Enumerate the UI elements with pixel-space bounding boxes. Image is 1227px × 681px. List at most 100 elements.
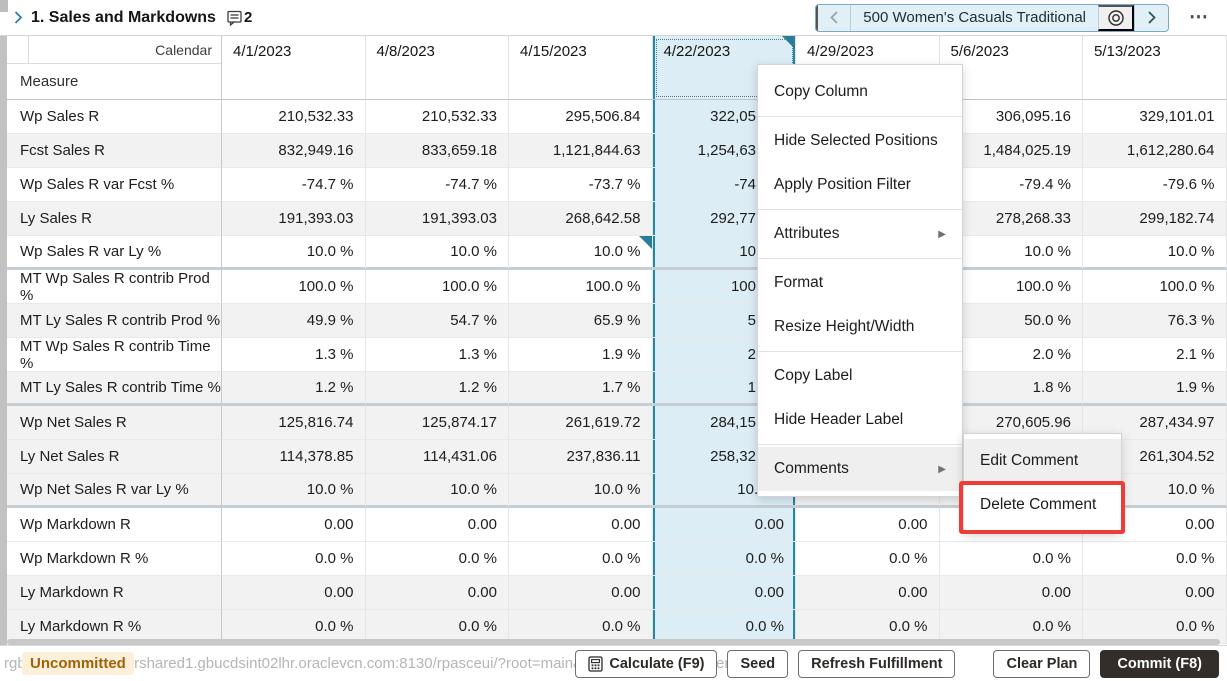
cell[interactable]: 0.00 (222, 576, 366, 610)
cell[interactable]: 65.9 % (509, 304, 653, 338)
cell[interactable]: 0.0 % (365, 542, 509, 576)
cell[interactable]: 114,431.06 (365, 440, 509, 474)
cell[interactable]: 0.00 (365, 508, 509, 542)
cell[interactable]: 306,095.16 (939, 100, 1083, 134)
cell[interactable]: 1.8 % (939, 372, 1083, 406)
cell[interactable]: 1.2 % (222, 372, 366, 406)
menu-item-copy-label[interactable]: Copy Label (758, 354, 962, 398)
row-header-mt-wp-sales-r-contrib-prod[interactable]: MT Wp Sales R contrib Prod % (7, 270, 222, 304)
menu-item-resize-height-width[interactable]: Resize Height/Width (758, 305, 962, 349)
button-clear-plan[interactable]: Clear Plan (993, 650, 1091, 678)
column-header-4-1-2023[interactable]: 4/1/2023 (222, 36, 366, 100)
menu-item-attributes[interactable]: Attributes ▶ (758, 212, 962, 256)
button-refresh-fulfillment[interactable]: Refresh Fulfillment (798, 650, 956, 678)
row-header-mt-wp-sales-r-contrib-time[interactable]: MT Wp Sales R contrib Time % (7, 338, 222, 372)
cell[interactable]: -73.7 % (509, 168, 653, 202)
cell[interactable]: 0.00 (796, 508, 940, 542)
cell[interactable]: -74.7 % (222, 168, 366, 202)
row-header-ly-sales-r[interactable]: Ly Sales R (7, 202, 222, 236)
cell[interactable]: 2.0 % (939, 338, 1083, 372)
cell[interactable]: 0.0 % (796, 542, 940, 576)
menu-item-apply-position-filter[interactable]: Apply Position Filter (758, 163, 962, 207)
submenu-item-delete-comment[interactable]: Delete Comment (980, 496, 1097, 513)
cell[interactable]: 54.7 % (365, 304, 509, 338)
cell[interactable]: 0.00 (1083, 576, 1227, 610)
cell[interactable]: 10.0 % (1083, 236, 1227, 270)
cell[interactable]: 0.0 % (652, 542, 796, 576)
cell[interactable]: 1.9 % (509, 338, 653, 372)
cell[interactable]: 125,874.17 (365, 406, 509, 440)
column-header-4-15-2023[interactable]: 4/15/2023 (509, 36, 653, 100)
cell[interactable]: 0.0 % (222, 542, 366, 576)
cell[interactable]: 100.0 % (939, 270, 1083, 304)
target-bullseye-icon[interactable] (1098, 4, 1134, 31)
cell[interactable]: 0.0 % (939, 542, 1083, 576)
cell[interactable]: 10.0 % (222, 236, 366, 270)
button-seed[interactable]: Seed (727, 650, 789, 678)
cell[interactable]: 0.0 % (509, 610, 653, 644)
next-position-button[interactable] (1134, 4, 1168, 31)
button-calculate-f9[interactable]: Calculate (F9) (575, 650, 718, 678)
horizontal-scrollbar[interactable] (7, 639, 1220, 645)
cell[interactable]: 100.0 % (365, 270, 509, 304)
menu-item-comments[interactable]: Comments ▶ (758, 447, 962, 491)
more-actions-icon[interactable]: ⋯ (1189, 7, 1209, 28)
cell[interactable]: 0.00 (796, 576, 940, 610)
row-header-mt-ly-sales-r-contrib-time[interactable]: MT Ly Sales R contrib Time % (7, 372, 222, 406)
cell[interactable]: 10.0 % (509, 236, 653, 270)
menu-item-format[interactable]: Format (758, 261, 962, 305)
cell[interactable]: 49.9 % (222, 304, 366, 338)
cell[interactable]: 125,816.74 (222, 406, 366, 440)
cell[interactable]: 1.2 % (365, 372, 509, 406)
cell[interactable]: 832,949.16 (222, 134, 366, 168)
cell[interactable]: 1.9 % (1083, 372, 1227, 406)
cell[interactable]: -74.7 % (365, 168, 509, 202)
cell[interactable]: 0.00 (222, 508, 366, 542)
cell[interactable]: 0.0 % (509, 542, 653, 576)
menu-item-hide-selected-positions[interactable]: Hide Selected Positions (758, 119, 962, 163)
cell[interactable]: 210,532.33 (365, 100, 509, 134)
cell[interactable]: 10.0 % (365, 474, 509, 508)
cell[interactable]: 261,619.72 (509, 406, 653, 440)
row-header-ly-markdown-r[interactable]: Ly Markdown R (7, 576, 222, 610)
cell[interactable]: 0.0 % (365, 610, 509, 644)
row-header-wp-markdown-r[interactable]: Wp Markdown R % (7, 542, 222, 576)
row-header-fcst-sales-r[interactable]: Fcst Sales R (7, 134, 222, 168)
cell[interactable]: 100.0 % (509, 270, 653, 304)
row-header-ly-markdown-r[interactable]: Ly Markdown R % (7, 610, 222, 644)
collapse-chevron-icon[interactable] (14, 11, 23, 24)
cell[interactable]: 299,182.74 (1083, 202, 1227, 236)
cell[interactable]: 10.0 % (222, 474, 366, 508)
cell[interactable]: 329,101.01 (1083, 100, 1227, 134)
cell[interactable]: 1.3 % (222, 338, 366, 372)
row-header-wp-markdown-r[interactable]: Wp Markdown R (7, 508, 222, 542)
menu-item-hide-header-label[interactable]: Hide Header Label (758, 398, 962, 442)
column-header-5-6-2023[interactable]: 5/6/2023 (939, 36, 1083, 100)
cell[interactable]: 100.0 % (222, 270, 366, 304)
cell[interactable]: 2.1 % (1083, 338, 1227, 372)
cell[interactable]: 210,532.33 (222, 100, 366, 134)
cell[interactable]: 100.0 % (1083, 270, 1227, 304)
prev-position-button[interactable] (816, 4, 850, 31)
row-header-ly-net-sales-r[interactable]: Ly Net Sales R (7, 440, 222, 474)
cell[interactable]: 0.0 % (1083, 542, 1227, 576)
row-header-mt-ly-sales-r-contrib-prod[interactable]: MT Ly Sales R contrib Prod % (7, 304, 222, 338)
cell[interactable]: 0.00 (652, 576, 796, 610)
cell[interactable]: 0.00 (509, 508, 653, 542)
row-header-wp-sales-r[interactable]: Wp Sales R (7, 100, 222, 134)
cell[interactable]: 191,393.03 (222, 202, 366, 236)
button-commit-f8[interactable]: Commit (F8) (1100, 650, 1219, 678)
cell[interactable]: -79.6 % (1083, 168, 1227, 202)
cell[interactable]: 0.00 (652, 508, 796, 542)
cell[interactable]: 278,268.33 (939, 202, 1083, 236)
column-header-4-8-2023[interactable]: 4/8/2023 (365, 36, 509, 100)
cell[interactable]: 0.00 (365, 576, 509, 610)
cell[interactable]: 1.7 % (509, 372, 653, 406)
cell[interactable]: 50.0 % (939, 304, 1083, 338)
cell[interactable]: 237,836.11 (509, 440, 653, 474)
cell[interactable]: 0.00 (509, 576, 653, 610)
cell[interactable]: 0.0 % (939, 610, 1083, 644)
submenu-item-edit-comment[interactable]: Edit Comment (964, 439, 1121, 483)
cell[interactable]: 1,121,844.63 (509, 134, 653, 168)
cell[interactable]: 0.00 (939, 576, 1083, 610)
